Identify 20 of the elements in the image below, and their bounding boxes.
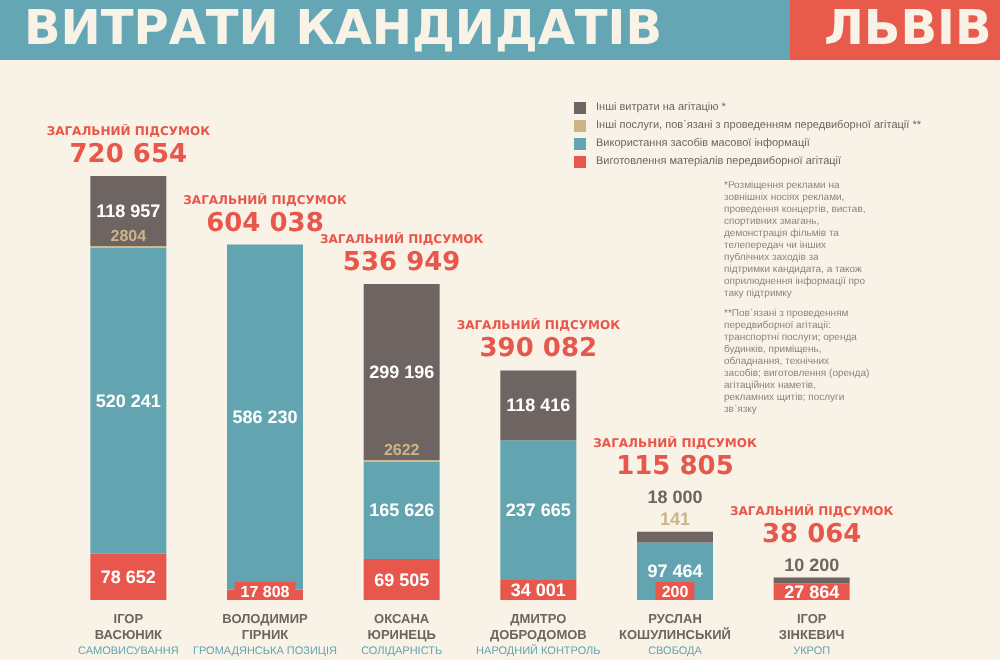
data-label: 586 230 xyxy=(232,407,298,428)
data-label: 118 416 xyxy=(506,395,571,416)
data-label: 299 196 xyxy=(369,362,435,383)
data-label: 2804 xyxy=(110,226,148,245)
data-label: 165 626 xyxy=(369,500,435,521)
data-label: 141 xyxy=(659,508,691,529)
data-label: 200 xyxy=(661,583,690,601)
chart-title: ВИТРАТИ КАНДИДАТІВ xyxy=(24,0,663,56)
data-label: 10 200 xyxy=(784,554,840,575)
data-label: 97 464 xyxy=(647,561,703,582)
data-label: 34 001 xyxy=(510,580,566,600)
chart-subtitle: ЛЬВІВ xyxy=(824,0,992,56)
data-label: 18 000 xyxy=(647,486,703,507)
data-label: 69 505 xyxy=(374,569,430,590)
data-label: 118 957 xyxy=(96,200,161,221)
data-label: 78 652 xyxy=(100,566,156,587)
data-label: 520 241 xyxy=(95,390,161,411)
data-label: 2622 xyxy=(383,441,421,460)
data-label: 27 864 xyxy=(784,581,840,602)
data-label: 237 665 xyxy=(505,500,571,521)
